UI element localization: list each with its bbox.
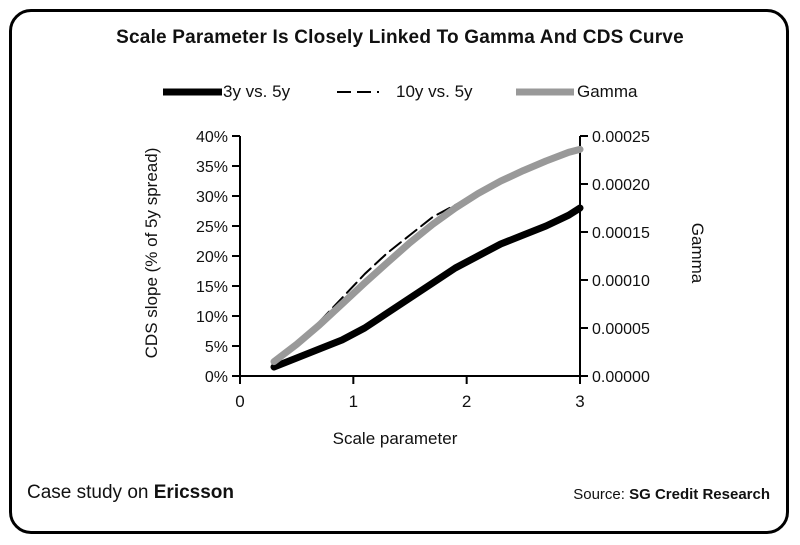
- source-name: SG Credit Research: [629, 486, 770, 503]
- x-tick-label: 2: [462, 392, 471, 411]
- x-tick-label: 0: [235, 392, 244, 411]
- y-left-tick-label: 10%: [196, 309, 228, 326]
- legend-label-3y-vs-5y: 3y vs. 5y: [223, 82, 291, 101]
- y-right-tick-label: 0.00025: [592, 129, 650, 146]
- chart-frame: [9, 9, 789, 534]
- y-left-tick-label: 5%: [205, 339, 228, 356]
- legend-label-10y-vs-5y: 10y vs. 5y: [396, 82, 473, 101]
- source-note: Source: SG Credit Research: [573, 486, 770, 503]
- y-left-tick-label: 25%: [196, 219, 228, 236]
- y-left-tick-label: 35%: [196, 159, 228, 176]
- x-axis-label: Scale parameter: [333, 429, 458, 448]
- y-right-tick-label: 0.00010: [592, 273, 650, 290]
- y-right-tick-label: 0.00000: [592, 369, 650, 386]
- axes: 0% 5% 10% 15% 20% 25% 30% 35% 40% 0.00000 0.00005 0…: [196, 129, 650, 411]
- y-left-tick-label: 15%: [196, 279, 228, 296]
- y-left-tick-label: 20%: [196, 249, 228, 266]
- y-right-tick-label: 0.00020: [592, 177, 650, 194]
- y-right-tick-label: 0.00015: [592, 225, 650, 242]
- x-tick-label: 3: [575, 392, 584, 411]
- case-study-note: Case study on Ericsson: [27, 482, 234, 504]
- y-axis-label-right: Gamma: [688, 223, 707, 284]
- case-study-company: Ericsson: [153, 482, 235, 503]
- legend-label-gamma: Gamma: [577, 82, 638, 101]
- series-line-gamma: [270, 145, 584, 366]
- y-right-tick-label: 0.00005: [592, 321, 650, 338]
- y-axis-label-left: CDS slope (% of 5y spread): [142, 148, 161, 359]
- series-layer: [270, 145, 584, 371]
- chart-title: Scale Parameter Is Closely Linked To Gam…: [116, 27, 684, 48]
- x-tick-label: 1: [349, 392, 358, 411]
- series-line-3y-vs-5y: [270, 204, 584, 371]
- y-left-tick-label: 30%: [196, 189, 228, 206]
- y-left-tick-label: 0%: [205, 369, 228, 386]
- y-left-tick-label: 40%: [196, 129, 228, 146]
- case-study-prefix: Case study on: [27, 482, 154, 503]
- source-prefix: Source:: [573, 486, 630, 503]
